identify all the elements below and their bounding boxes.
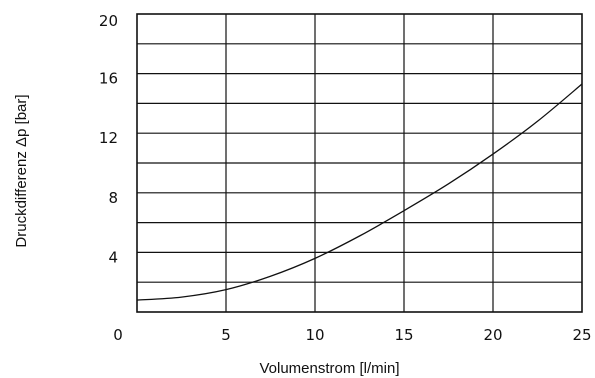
- x-axis-label: Volumenstrom [l/min]: [259, 360, 399, 377]
- x-tick-label: 25: [572, 326, 591, 344]
- x-tick-labels: 0 5 10 15 20 25: [113, 326, 591, 344]
- plot-frame: [136, 13, 583, 313]
- y-tick-label: 16: [99, 70, 118, 88]
- grid: [137, 14, 582, 312]
- series-line: [136, 83, 583, 301]
- y-tick-label: 20: [99, 12, 118, 30]
- x-tick-label: 15: [394, 326, 413, 344]
- x-tick-label: 10: [305, 326, 324, 344]
- x-tick-label: 0: [113, 326, 123, 344]
- y-tick-label: 8: [108, 189, 118, 207]
- y-tick-label: 4: [108, 248, 118, 266]
- x-tick-label: 5: [221, 326, 231, 344]
- y-axis-label: Druckdifferenz Δp [bar]: [13, 94, 30, 247]
- y-tick-labels: 4 8 12 16 20: [99, 12, 118, 266]
- y-tick-label: 12: [99, 129, 118, 147]
- x-tick-label: 20: [483, 326, 502, 344]
